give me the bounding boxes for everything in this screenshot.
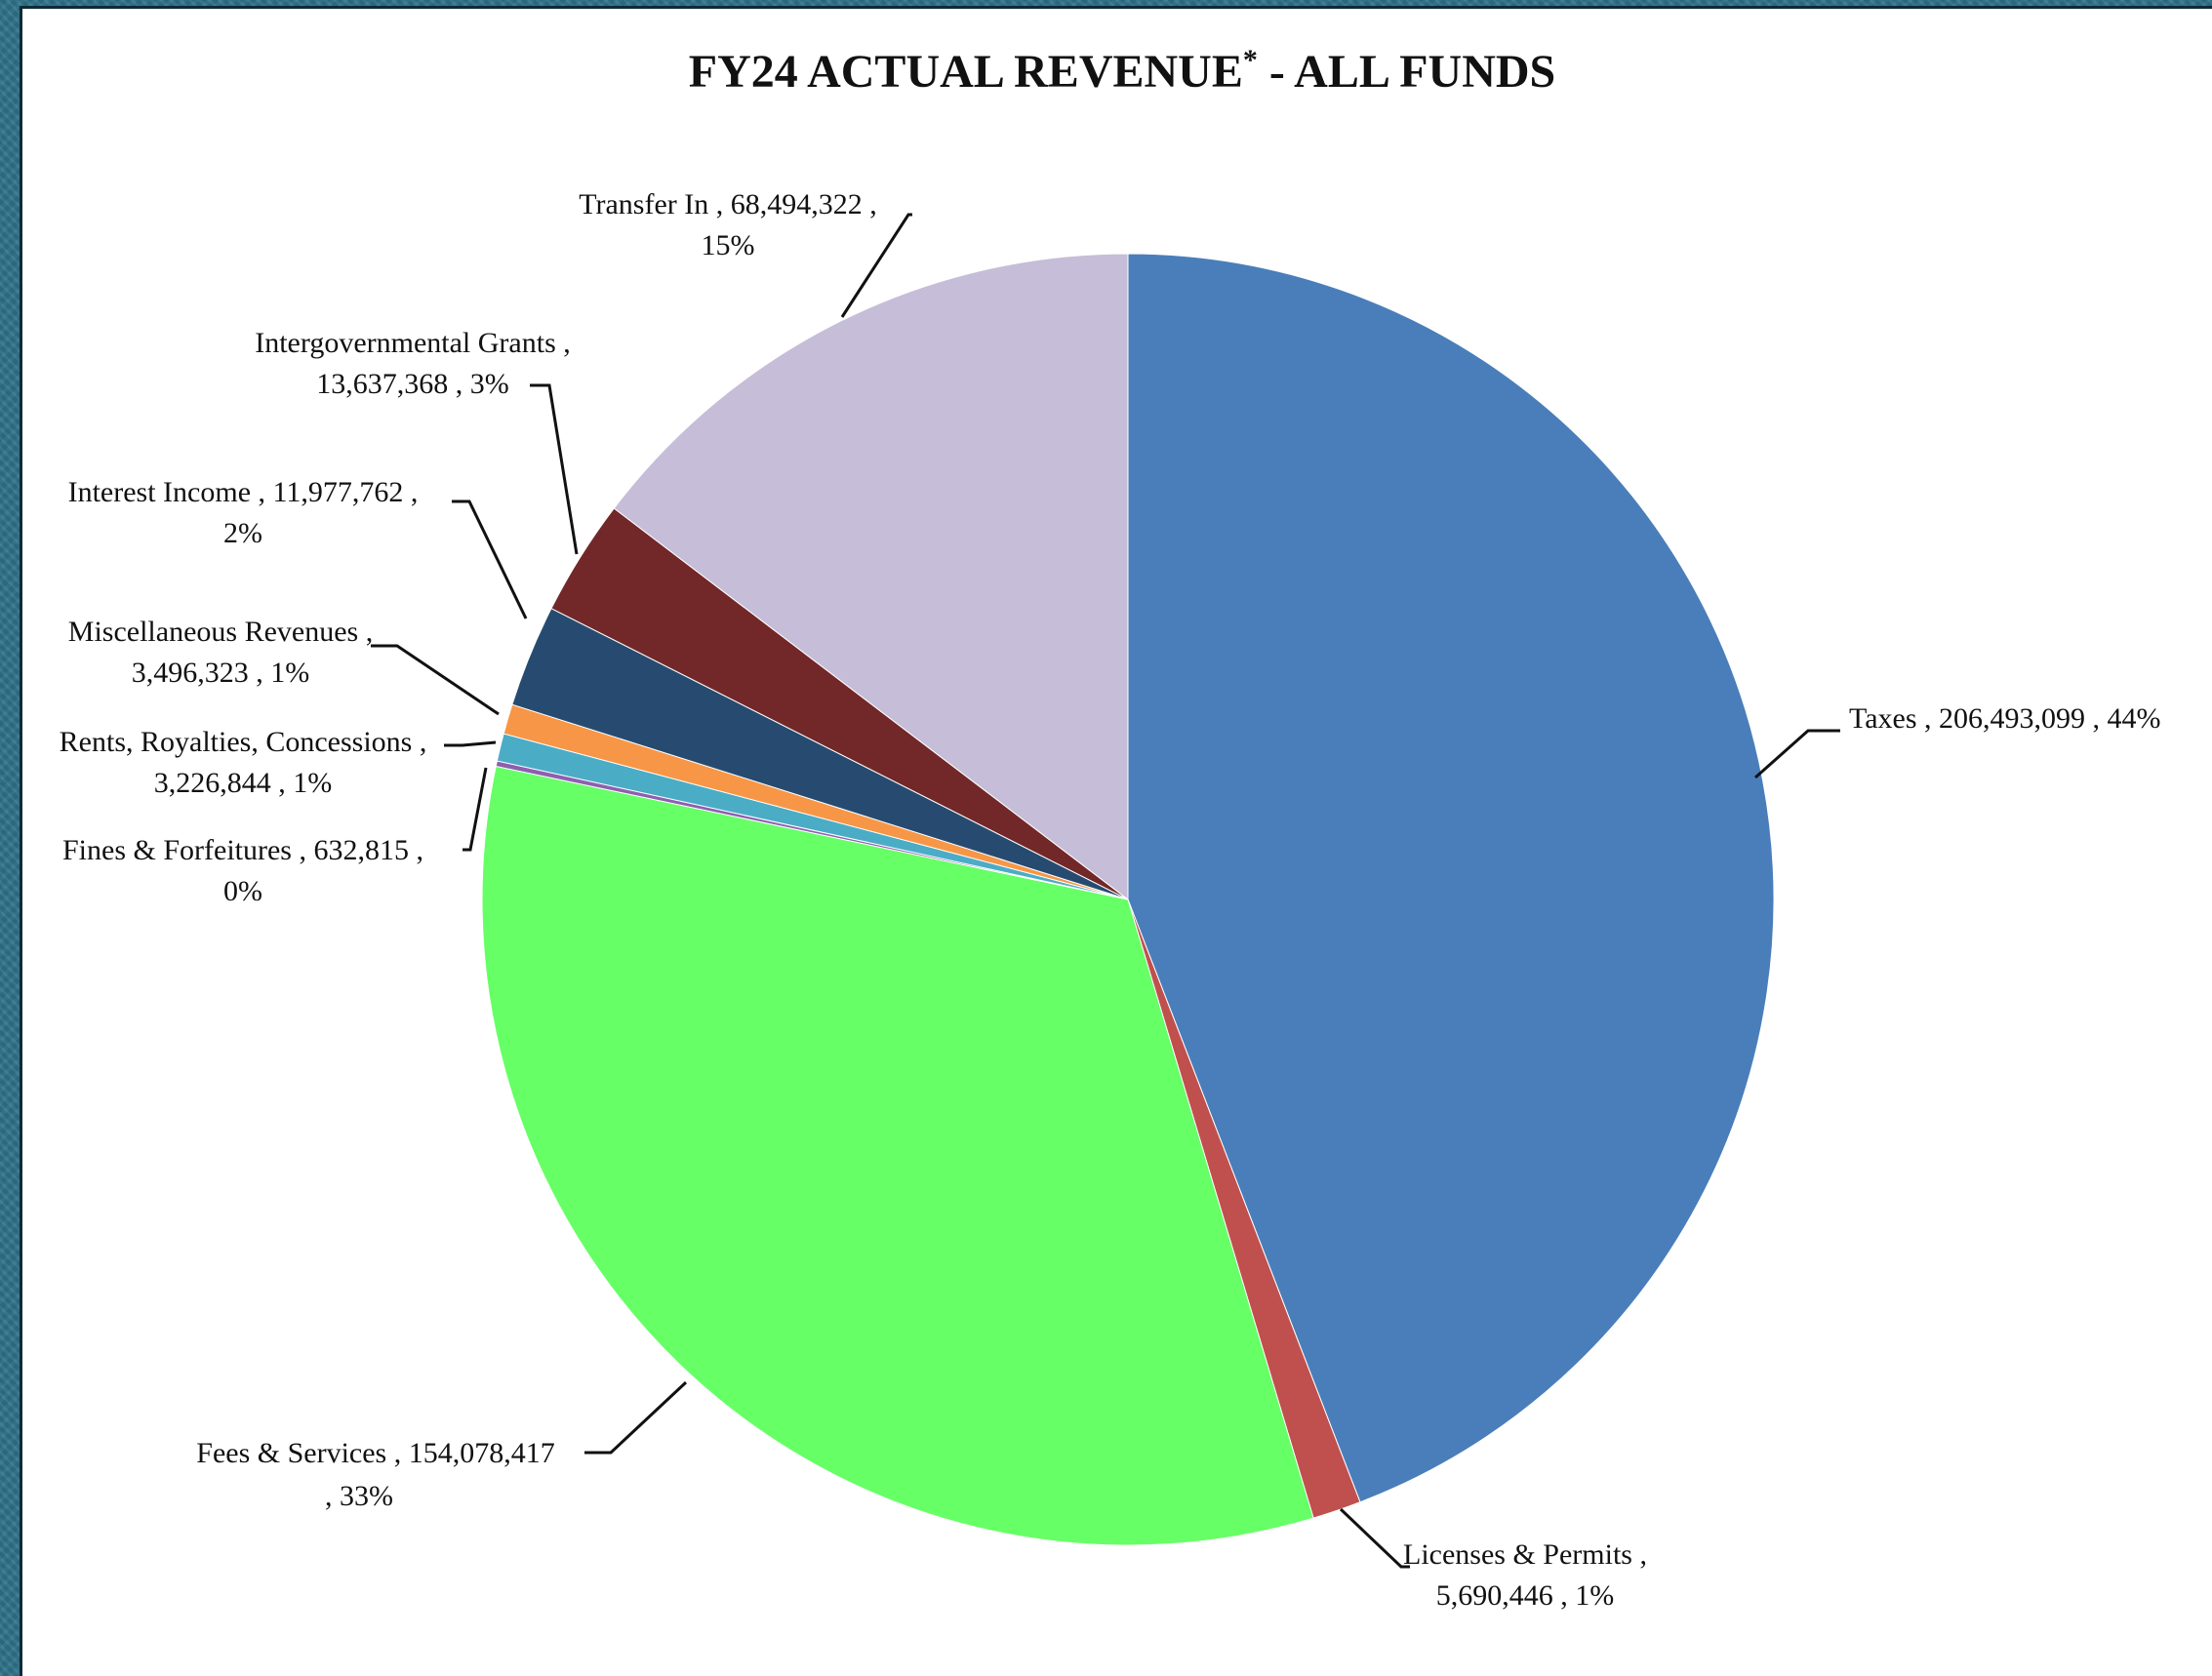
leader-line-misc [371, 644, 500, 716]
pie-slices [481, 253, 1775, 1546]
pie-chart: FY24 ACTUAL REVENUE* - ALL FUNDS Taxes ,… [60, 44, 2161, 1612]
data-label-licenses-name: Licenses & Permits , [1403, 1538, 1647, 1571]
leader-line-rents [444, 740, 497, 747]
leader-line-fines [463, 767, 488, 852]
pie-slice-fees-services [481, 765, 1314, 1546]
leader-line-licenses [1339, 1507, 1410, 1569]
leader-line-interest [452, 499, 528, 619]
chart-title-asterisk: * [1243, 44, 1258, 76]
data-label-interest-name: Interest Income , 11,977,762 , [68, 476, 419, 508]
data-label-rents-value: 3,226,844 , 1% [154, 767, 333, 799]
data-label-fines-value: 0% [223, 875, 262, 907]
pie-slice-transfer-in [613, 253, 1129, 901]
data-label-fines-name: Fines & Forfeitures , 632,815 , [62, 834, 423, 866]
data-label-fees-name: Fees & Services , 154,078,417 [196, 1437, 554, 1469]
chart-title: FY24 ACTUAL REVENUE* - ALL FUNDS [689, 44, 1555, 98]
data-label-grants-value: 13,637,368 , 3% [316, 368, 509, 400]
data-label-licenses-value: 5,690,446 , 1% [1436, 1579, 1615, 1612]
chart-panel: FY24 ACTUAL REVENUE* - ALL FUNDS Taxes ,… [20, 6, 2212, 1676]
data-label-fees-value: , 33% [325, 1480, 393, 1512]
chart-title-main: FY24 ACTUAL REVENUE [689, 46, 1243, 98]
leader-line-fees [584, 1380, 688, 1455]
data-label-misc-value: 3,496,323 , 1% [132, 657, 310, 689]
leader-line-taxes [1754, 729, 1840, 779]
leader-line-transfer [840, 213, 912, 318]
data-label-transfer-name: Transfer In , 68,494,322 , [579, 188, 877, 220]
pie-slice-taxes [1127, 253, 1775, 1503]
data-label-rents-name: Rents, Royalties, Concessions , [60, 726, 427, 758]
data-label-grants-name: Intergovernmental Grants , [255, 327, 571, 359]
leader-line-grants [530, 383, 579, 555]
data-label-taxes: Taxes , 206,493,099 , 44% [1849, 702, 2161, 735]
data-label-misc-name: Miscellaneous Revenues , [68, 616, 373, 648]
chart-title-suffix: - ALL FUNDS [1258, 46, 1555, 98]
data-label-transfer-value: 15% [702, 229, 755, 261]
data-label-interest-value: 2% [223, 517, 262, 549]
